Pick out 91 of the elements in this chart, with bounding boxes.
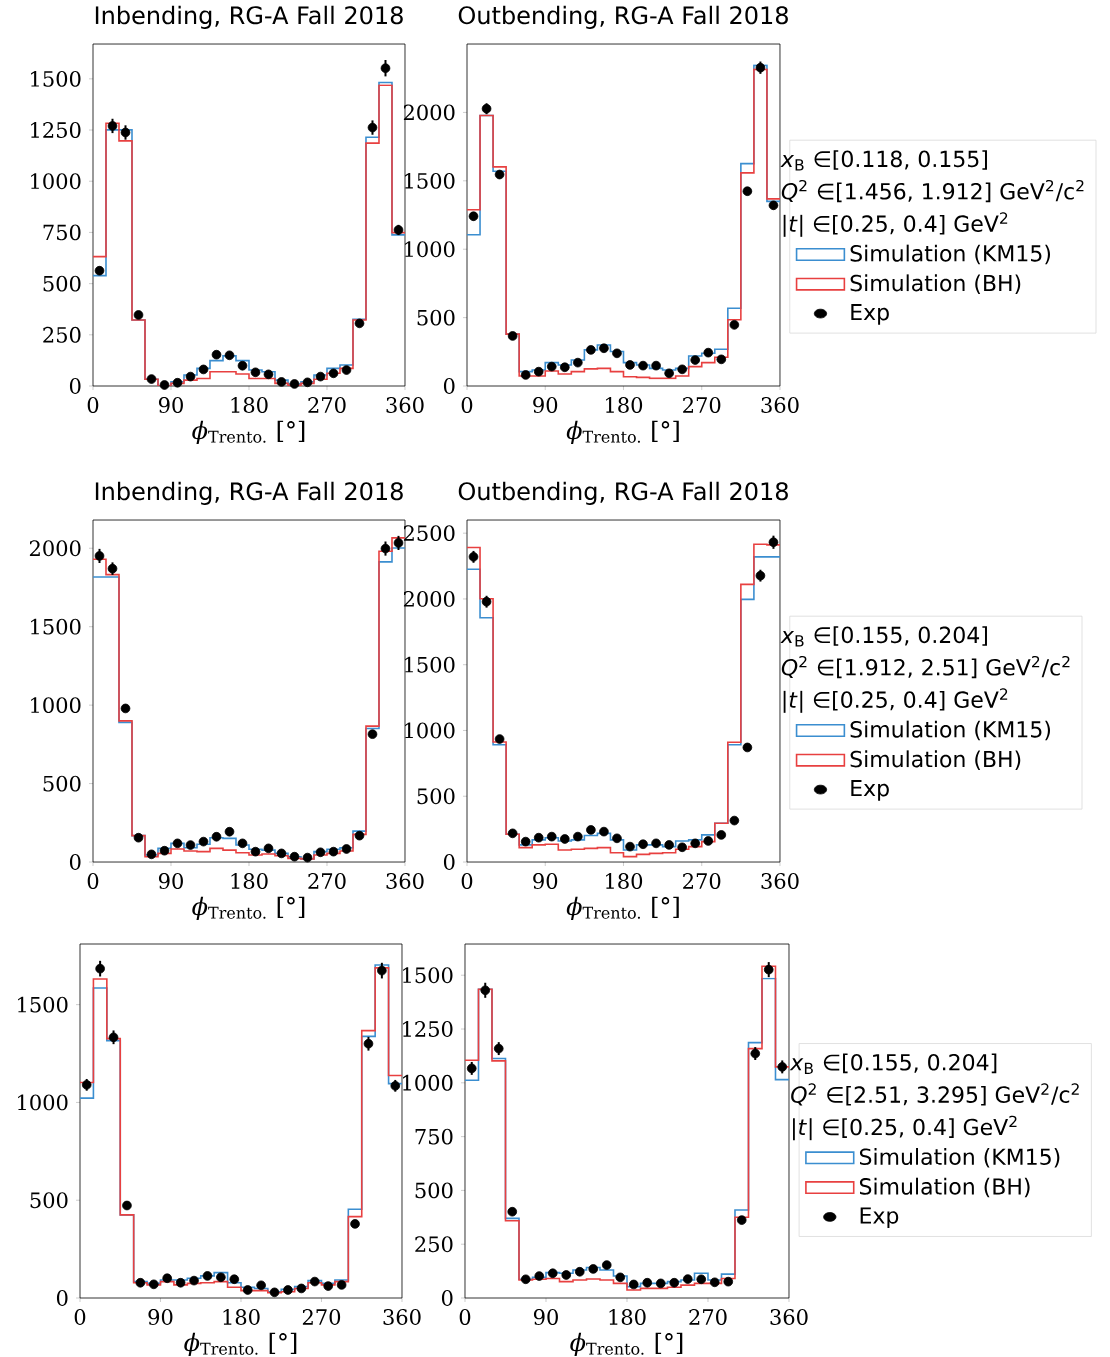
y-tick-label: 1500 bbox=[403, 967, 453, 984]
text: |t| ∈[0.25, 0.4] GeV$^{2}$ bbox=[793, 1115, 1017, 1141]
x-tick-label: 90 bbox=[533, 397, 558, 413]
legend-label: Simulation (BH) bbox=[850, 750, 1021, 770]
x-tick-label: 270 bbox=[683, 873, 721, 889]
y-tick-label: 1250 bbox=[403, 1021, 453, 1037]
text: Q$^{2}$ ∈[1.912, 2.51] GeV$^{2}$/c$^{2}$ bbox=[781, 655, 1070, 679]
y-tick-label: 1500 bbox=[405, 172, 455, 189]
x-tick-label: 90 bbox=[148, 1309, 173, 1325]
chart-title: Outbending, RG-A Fall 2018 bbox=[458, 5, 788, 29]
x-tick-label: 90 bbox=[158, 873, 183, 889]
chart-title: Inbending, RG-A Fall 2018 bbox=[95, 481, 403, 505]
x-tick-label: 270 bbox=[308, 397, 346, 413]
x-tick-label: 360 bbox=[761, 397, 799, 413]
x-axis-title: ϕ$_{Trento.}$ [°] bbox=[566, 420, 679, 444]
chart-title: Outbending, RG-A Fall 2018 bbox=[458, 481, 788, 505]
x-tick-label: 180 bbox=[606, 873, 643, 889]
y-tick-label: 1000 bbox=[403, 1074, 453, 1091]
y-tick-label: 750 bbox=[43, 224, 81, 241]
x-tick-label: 0 bbox=[87, 873, 99, 889]
x-tick-label: 0 bbox=[461, 873, 473, 889]
legend-label: Simulation (BH) bbox=[850, 274, 1021, 294]
x-tick-label: 270 bbox=[308, 873, 346, 889]
x-axis-title: ϕ$_{Trento.}$ [°] bbox=[566, 896, 679, 920]
y-tick-label: 1000 bbox=[405, 722, 455, 739]
x-tick-label: 360 bbox=[386, 873, 424, 889]
x-tick-label: 180 bbox=[223, 1309, 260, 1325]
y-tick-label: 500 bbox=[43, 275, 81, 292]
x-tick-label: 360 bbox=[383, 1309, 421, 1325]
legend-label: Simulation (BH) bbox=[859, 1177, 1030, 1198]
y-tick-label: 2000 bbox=[403, 591, 455, 607]
x-tick-label: 180 bbox=[606, 397, 643, 413]
legend-label: Simulation (KM15) bbox=[850, 244, 1051, 265]
y-tick-label: 1000 bbox=[31, 697, 81, 714]
text: x$_{B}$ ∈[0.118, 0.155] bbox=[780, 150, 987, 171]
y-tick-label: 1000 bbox=[31, 173, 81, 190]
text: Q$^{2}$ ∈[2.51, 3.295] GeV$^{2}$/c$^{2}$ bbox=[791, 1083, 1079, 1106]
y-tick-label: 1000 bbox=[18, 1094, 68, 1111]
y-tick-label: 500 bbox=[30, 1192, 68, 1209]
text: x$_{B}$ ∈[0.155, 0.204] bbox=[789, 1053, 997, 1074]
x-tick-label: 0 bbox=[87, 397, 99, 413]
x-tick-label: 0 bbox=[461, 397, 473, 413]
x-tick-label: 0 bbox=[459, 1309, 471, 1325]
y-tick-label: 1500 bbox=[405, 656, 455, 673]
y-tick-label: 2500 bbox=[403, 525, 455, 542]
x-axis-title: ϕ$_{Trento.}$ [°] bbox=[192, 420, 305, 444]
text: |t| ∈[0.25, 0.4] GeV$^{2}$ bbox=[783, 212, 1008, 237]
x-tick-label: 180 bbox=[609, 1309, 646, 1325]
x-tick-label: 180 bbox=[231, 397, 268, 413]
x-tick-label: 360 bbox=[770, 1309, 808, 1325]
y-tick-label: 2000 bbox=[29, 540, 81, 557]
y-tick-label: 750 bbox=[415, 1128, 453, 1145]
legend-label: Exp bbox=[860, 1207, 899, 1229]
x-axis-title: ϕ$_{Trento.}$ [°] bbox=[570, 1332, 683, 1356]
y-tick-label: 1250 bbox=[31, 122, 81, 138]
x-tick-label: 360 bbox=[386, 397, 424, 413]
y-tick-label: 250 bbox=[43, 326, 81, 343]
y-tick-label: 500 bbox=[43, 775, 81, 792]
text: Q$^{2}$ ∈[1.456, 1.912] GeV$^{2}$/c$^{2}$ bbox=[781, 179, 1084, 203]
x-tick-label: 90 bbox=[158, 397, 183, 413]
y-tick-label: 250 bbox=[415, 1236, 453, 1253]
chart-title: Inbending, RG-A Fall 2018 bbox=[95, 5, 403, 29]
y-tick-label: 0 bbox=[69, 854, 81, 870]
legend-label: Exp bbox=[851, 304, 889, 325]
x-tick-label: 180 bbox=[231, 873, 268, 889]
y-tick-label: 2000 bbox=[403, 104, 455, 121]
y-tick-label: 0 bbox=[56, 1290, 68, 1306]
y-tick-label: 1500 bbox=[31, 618, 81, 635]
y-tick-label: 500 bbox=[415, 1182, 453, 1199]
y-tick-label: 500 bbox=[417, 309, 455, 326]
legend-label: Simulation (KM15) bbox=[859, 1148, 1060, 1168]
text: |t| ∈[0.25, 0.4] GeV$^{2}$ bbox=[783, 688, 1008, 713]
x-tick-label: 90 bbox=[533, 873, 558, 889]
y-tick-label: 0 bbox=[441, 1290, 453, 1306]
y-tick-label: 0 bbox=[69, 378, 81, 394]
x-axis-title: ϕ$_{Trento.}$ [°] bbox=[184, 1332, 297, 1356]
x-tick-label: 270 bbox=[302, 1309, 341, 1325]
x-tick-label: 360 bbox=[761, 873, 799, 889]
x-tick-label: 270 bbox=[683, 397, 721, 413]
x-tick-label: 90 bbox=[533, 1309, 558, 1325]
text: x$_{B}$ ∈[0.155, 0.204] bbox=[780, 626, 987, 647]
legend-label: Exp bbox=[851, 780, 889, 801]
legend-label: Simulation (KM15) bbox=[850, 720, 1051, 741]
y-tick-label: 0 bbox=[443, 854, 455, 870]
y-tick-label: 1000 bbox=[405, 241, 455, 258]
x-tick-label: 270 bbox=[689, 1309, 727, 1325]
y-tick-label: 0 bbox=[443, 378, 455, 394]
x-axis-title: ϕ$_{Trento.}$ [°] bbox=[192, 896, 305, 920]
y-tick-label: 1500 bbox=[31, 70, 81, 87]
y-tick-label: 1500 bbox=[18, 996, 68, 1013]
y-tick-label: 500 bbox=[417, 788, 455, 805]
